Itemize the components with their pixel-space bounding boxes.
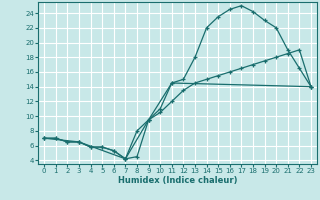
X-axis label: Humidex (Indice chaleur): Humidex (Indice chaleur) [118, 176, 237, 185]
